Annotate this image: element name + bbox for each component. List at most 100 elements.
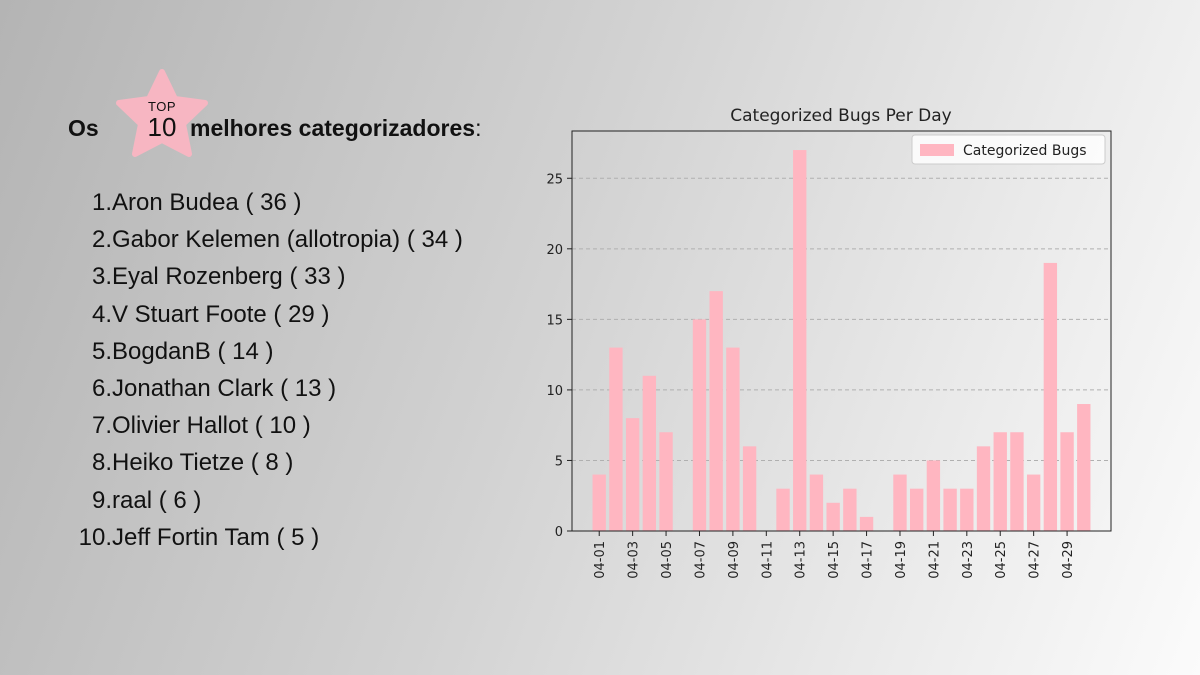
ranking-name: BogdanB <box>112 337 211 365</box>
bar <box>642 375 657 531</box>
bar <box>1026 474 1041 531</box>
chart-bars <box>592 150 1091 532</box>
ranking-count: ( 14 ) <box>217 337 274 365</box>
x-tick-label: 04-19 <box>894 541 909 579</box>
headline-prefix: Os <box>68 115 99 141</box>
ranking-name: V Stuart Foote <box>112 300 267 328</box>
bar <box>859 516 874 531</box>
ranking-item: 4.V Stuart Foote ( 29 ) <box>72 296 463 333</box>
x-tick-label: 04-13 <box>794 541 809 579</box>
x-tick-label: 04-05 <box>660 541 675 579</box>
chart-legend: Categorized Bugs <box>911 134 1106 165</box>
headline-colon: : <box>475 115 482 141</box>
ranking-item: 10.Jeff Fortin Tam ( 5 ) <box>72 519 463 556</box>
x-tick-label: 04-01 <box>593 541 608 579</box>
ranking-name: Jonathan Clark <box>112 374 274 402</box>
x-tick-label: 04-17 <box>861 541 876 579</box>
chart-title: Categorized Bugs Per Day <box>730 106 951 126</box>
ranking-item: 3.Eyal Rozenberg ( 33 ) <box>72 258 463 295</box>
bar <box>1010 432 1024 531</box>
bar <box>976 446 991 531</box>
x-tick-label: 04-25 <box>994 541 1009 579</box>
ranking-count: ( 36 ) <box>245 189 302 216</box>
ranking-number: 5. <box>91 337 112 365</box>
ranking-count: ( 5 ) <box>276 523 320 551</box>
chart-axes: 0 5 10 15 20 25 04-01 04-03 04-05 04-07 04-09 04-11… <box>546 172 1076 579</box>
ranking-number: 1. <box>91 189 112 216</box>
x-tick-label: 04-03 <box>627 541 642 579</box>
bar <box>625 418 640 531</box>
plot-frame <box>571 130 1112 532</box>
bar <box>1043 262 1058 531</box>
bar <box>1077 404 1091 531</box>
ranking-count: ( 29 ) <box>273 300 330 328</box>
bar <box>659 432 673 531</box>
headline-suffix-text: melhores categorizadores <box>190 115 476 141</box>
y-tick-label: 15 <box>546 313 563 328</box>
bar <box>709 291 723 531</box>
ranking-item: 2.Gabor Kelemen (allotropia) ( 34 ) <box>72 221 463 258</box>
ranking-count: ( 33 ) <box>289 263 346 291</box>
ranking-count: ( 6 ) <box>158 486 202 514</box>
ranking-name: Eyal Rozenberg <box>112 263 283 291</box>
bar <box>826 502 840 531</box>
ranking-item: 5.BogdanB ( 14 ) <box>72 333 463 370</box>
ranking-name: raal <box>112 486 153 514</box>
badge-top-label: TOP <box>148 99 176 114</box>
ranking-count: ( 13 ) <box>280 374 337 402</box>
x-tick-label: 04-23 <box>961 541 976 579</box>
ranking-name: Olivier Hallot <box>112 412 249 440</box>
bar <box>809 474 824 531</box>
x-tick-label: 04-07 <box>693 541 708 579</box>
x-tick-label: 04-21 <box>927 541 942 579</box>
bar <box>793 150 807 532</box>
bar <box>726 347 740 531</box>
ranking-count: ( 10 ) <box>254 412 311 440</box>
ranking-count: ( 8 ) <box>250 449 294 477</box>
y-tick-label: 25 <box>546 172 563 187</box>
bar <box>742 446 757 531</box>
ranking-name: Jeff Fortin Tam <box>112 523 270 551</box>
ranking-number: 8. <box>91 449 112 477</box>
ranking-list: 1.Aron Budea ( 36 ) 2.Gabor Kelemen (allo… <box>72 184 463 556</box>
y-tick-label: 0 <box>555 525 563 540</box>
x-tick-label: 04-11 <box>760 541 775 579</box>
bar <box>993 432 1007 531</box>
legend-label: Categorized Bugs <box>963 143 1087 159</box>
bar <box>692 319 707 531</box>
bar <box>1060 432 1074 531</box>
headline: Os TOP 10 melhores categorizadores: <box>68 68 538 158</box>
bar <box>926 460 941 531</box>
y-tick-label: 5 <box>555 454 563 469</box>
x-tick-label: 04-09 <box>727 541 742 579</box>
ranking-number: 6. <box>91 374 112 402</box>
bar <box>943 488 957 531</box>
ranking-name: Gabor Kelemen (allotropia) <box>112 226 401 254</box>
ranking-name: Heiko Tietze <box>112 449 245 477</box>
star-badge-icon <box>116 69 208 157</box>
ranking-item: 8.Heiko Tietze ( 8 ) <box>72 444 463 481</box>
ranking-item: 6.Jonathan Clark ( 13 ) <box>72 370 463 407</box>
ranking-number: 7. <box>91 412 112 440</box>
ranking-name: Aron Budea <box>112 189 239 216</box>
legend-swatch <box>920 144 954 156</box>
ranking-count: ( 34 ) <box>406 226 463 254</box>
bar <box>609 347 623 531</box>
badge-number: 10 <box>147 112 177 142</box>
ranking-item: 7.Olivier Hallot ( 10 ) <box>72 407 463 444</box>
ranking-item: 1.Aron Budea ( 36 ) <box>72 184 463 221</box>
bar <box>960 488 974 531</box>
bar <box>910 488 924 531</box>
x-tick-label: 04-27 <box>1028 541 1043 579</box>
bar <box>776 488 790 531</box>
x-tick-label: 04-15 <box>827 541 842 579</box>
ranking-number: 2. <box>91 226 112 254</box>
bar <box>893 474 907 531</box>
ranking-number: 3. <box>91 263 112 291</box>
bar <box>843 488 857 531</box>
bar <box>592 474 606 531</box>
ranking-number: 10. <box>78 523 112 551</box>
legend-box <box>911 134 1106 165</box>
ranking-item: 9.raal ( 6 ) <box>72 482 463 519</box>
x-tick-label: 04-29 <box>1061 541 1076 579</box>
